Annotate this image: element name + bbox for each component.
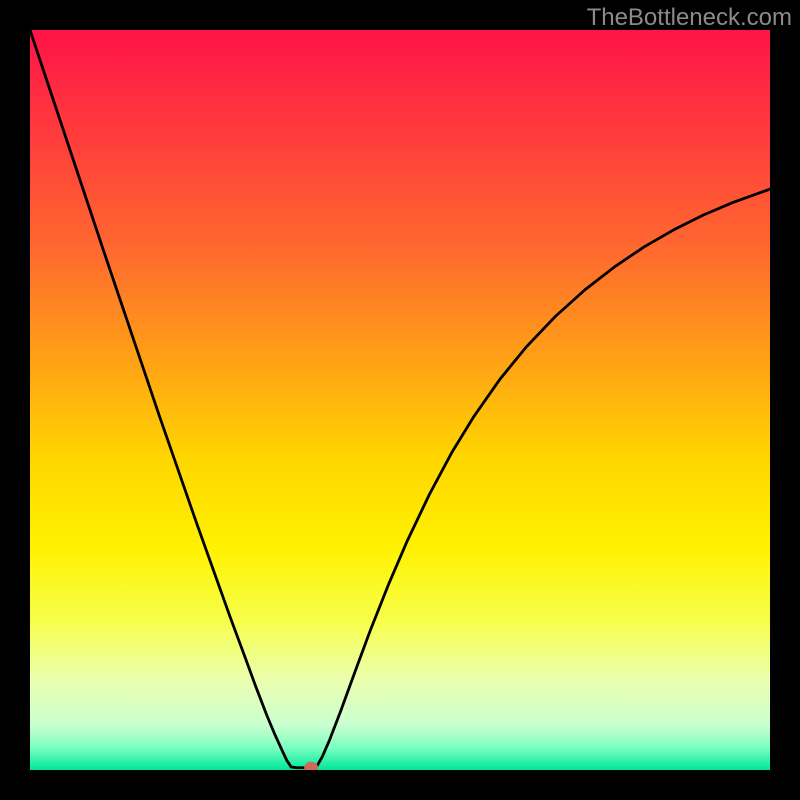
bottleneck-curve	[30, 30, 770, 770]
optimal-point-marker	[304, 762, 318, 770]
plot-area	[30, 30, 770, 770]
watermark-text: TheBottleneck.com	[587, 4, 792, 32]
